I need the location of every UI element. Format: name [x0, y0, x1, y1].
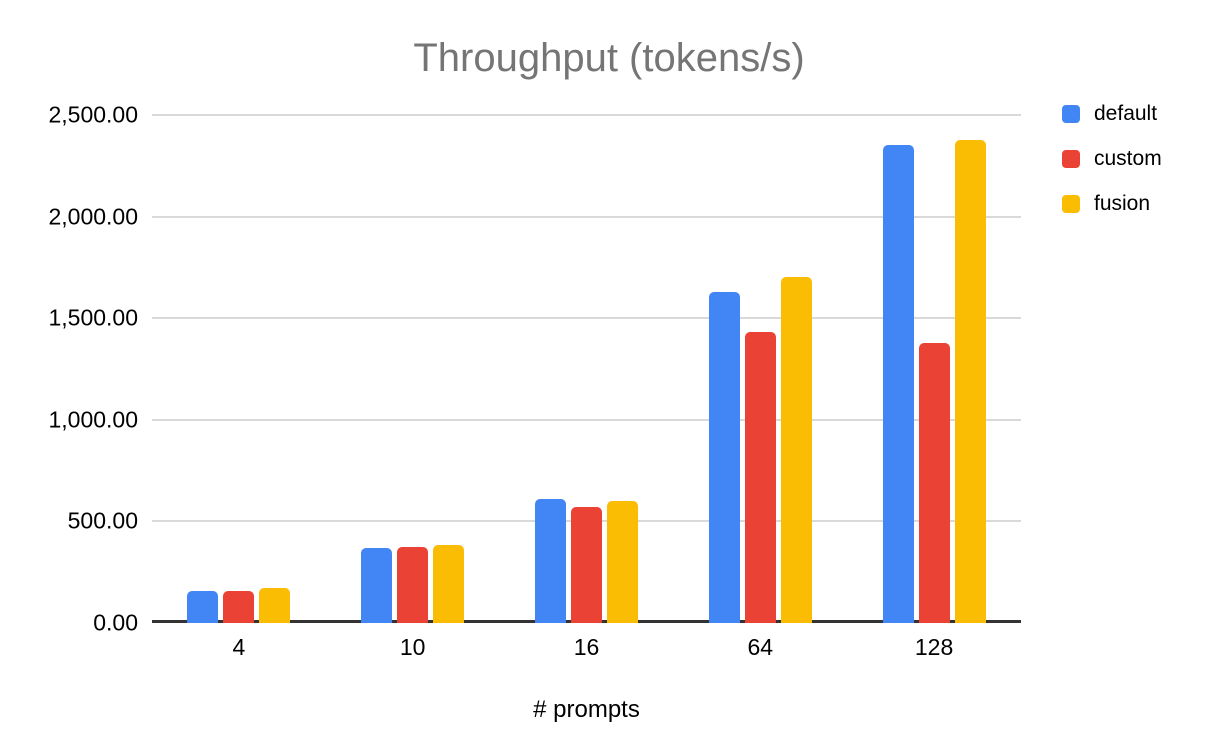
legend-label-fusion: fusion	[1094, 192, 1151, 215]
x-axis-title: # prompts	[533, 696, 640, 723]
x-axis-tick-labels: 4 10 16 64 128	[152, 634, 1021, 661]
x-tick-label-64: 64	[747, 634, 774, 660]
bar-custom-10	[397, 546, 429, 623]
legend-item-default: default	[1062, 102, 1162, 126]
bar-fusion-10	[433, 544, 465, 623]
bar-group-128	[847, 115, 1021, 623]
legend: default custom fusion	[1062, 102, 1162, 237]
bar-fusion-128	[954, 140, 986, 623]
x-tick-label-16: 16	[573, 634, 600, 660]
y-tick-label-2000: 2,000.00	[48, 203, 138, 230]
bar-default-64	[708, 291, 740, 623]
gridline-1500	[152, 317, 1021, 320]
y-tick-label-1000: 1,000.00	[48, 406, 138, 433]
bar-group-4	[152, 115, 326, 623]
y-tick-label-1500: 1,500.00	[48, 304, 138, 331]
bar-fusion-64	[780, 276, 812, 623]
x-tick-label-4: 4	[232, 634, 246, 660]
y-axis-tick-labels: 0.00 500.00 1,000.00 1,500.00 2,000.00 2,500.…	[0, 102, 138, 636]
bar-custom-16	[570, 507, 602, 623]
chart-title: Throughput (tokens/s)	[413, 36, 805, 80]
x-tick-label-128: 128	[914, 634, 954, 660]
legend-swatch-fusion	[1062, 195, 1080, 213]
bar-group-16	[500, 115, 674, 623]
y-tick-label-0: 0.00	[93, 609, 138, 636]
bar-groups	[152, 115, 1021, 623]
bar-custom-128	[918, 342, 950, 623]
legend-item-fusion: fusion	[1062, 192, 1162, 216]
bar-default-16	[534, 499, 566, 623]
gridline-2000	[152, 215, 1021, 218]
gridline-2500	[152, 114, 1021, 116]
x-tick-label-10: 10	[399, 634, 426, 660]
plot-area	[152, 114, 1021, 623]
gridline-1000	[152, 418, 1021, 421]
legend-swatch-default	[1062, 105, 1080, 123]
y-tick-label-500: 500.00	[67, 507, 138, 534]
legend-label-custom: custom	[1094, 147, 1162, 170]
legend-swatch-custom	[1062, 150, 1080, 168]
legend-label-default: default	[1094, 102, 1158, 125]
bar-group-10	[326, 115, 500, 623]
bar-default-4	[187, 590, 219, 623]
bar-custom-64	[744, 332, 776, 623]
bar-default-10	[361, 547, 393, 623]
bar-default-128	[882, 145, 914, 623]
bar-fusion-4	[259, 588, 291, 623]
bar-custom-4	[223, 590, 255, 623]
bar-fusion-16	[606, 501, 638, 623]
legend-item-custom: custom	[1062, 147, 1162, 171]
y-tick-label-2500: 2,500.00	[48, 101, 138, 128]
bar-group-64	[673, 115, 847, 623]
